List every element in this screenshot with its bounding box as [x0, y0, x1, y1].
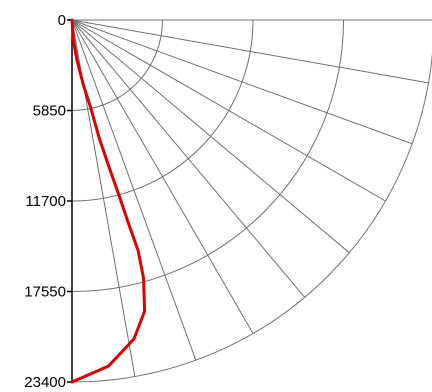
tick-labels: 0 5850 11700 17550 23400 — [24, 12, 66, 391]
grid-arc-3 — [71, 19, 344, 292]
tick-label-3: 17550 — [24, 284, 66, 301]
tick-label-1: 5850 — [33, 103, 66, 120]
grid-spoke-40 — [71, 19, 306, 298]
radial-axis — [67, 19, 73, 383]
grid-spoke-20 — [71, 19, 197, 361]
grid-spoke-70 — [71, 19, 413, 145]
grid-spoke-50 — [71, 19, 350, 254]
grid-arc-2 — [71, 19, 254, 202]
grid-spoke-30 — [71, 19, 254, 334]
grid — [71, 19, 432, 383]
series-line-0 — [70, 18, 147, 384]
tick-label-4: 23400 — [24, 374, 66, 391]
grid-spoke-60 — [71, 19, 386, 202]
tick-label-2: 11700 — [25, 193, 66, 210]
grid-arc-4 — [71, 52, 432, 383]
tick-label-0: 0 — [58, 12, 66, 29]
grid-spoke-80 — [71, 19, 429, 84]
series-layer — [70, 18, 147, 384]
